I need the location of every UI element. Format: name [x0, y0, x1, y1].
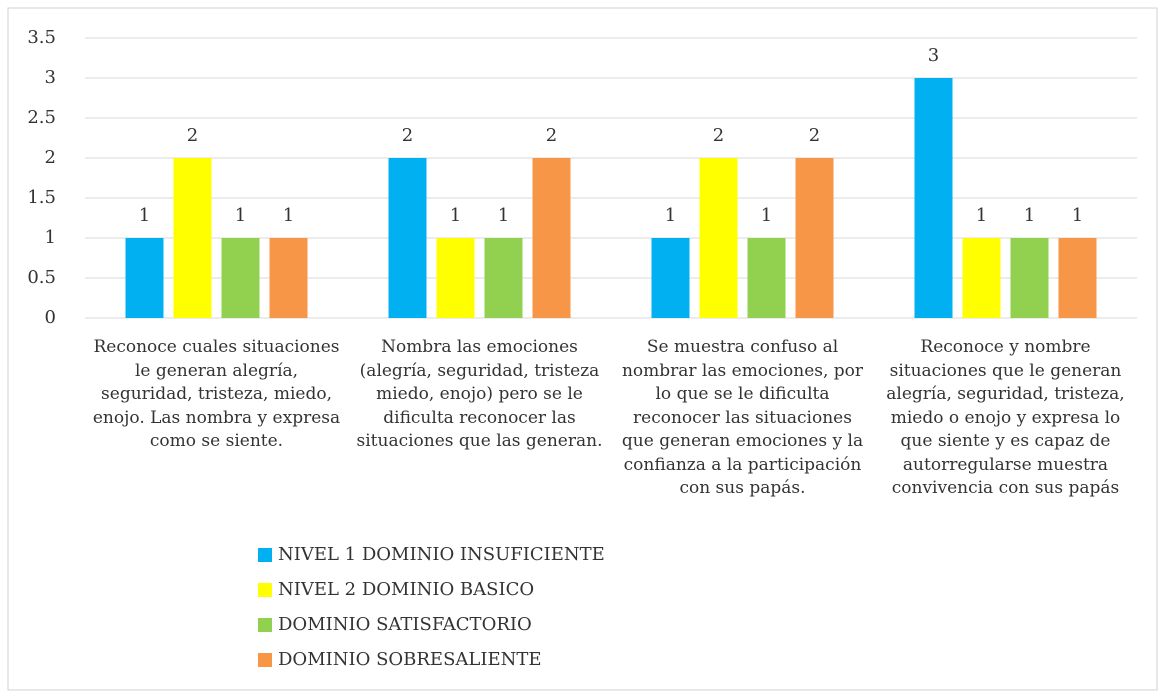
y-tick-label: 1.5 — [27, 187, 56, 208]
bar — [914, 78, 953, 318]
data-label: 2 — [809, 125, 820, 146]
x-tick-label: Nombra las emociones (alegría, seguridad… — [356, 337, 603, 451]
data-label: 2 — [546, 125, 557, 146]
bar — [269, 238, 308, 318]
bar — [795, 158, 834, 318]
bar — [221, 238, 260, 318]
legend-label: DOMINIO SATISFACTORIO — [278, 614, 532, 635]
bar — [436, 238, 475, 318]
data-label: 1 — [1072, 205, 1083, 226]
bar — [747, 238, 786, 318]
data-label: 1 — [450, 205, 461, 226]
y-tick-label: 2.5 — [27, 107, 56, 128]
x-tick-label: Reconoce cuales situaciones le generan a… — [92, 337, 341, 451]
bar — [125, 238, 164, 318]
chart-border — [7, 7, 1158, 691]
legend-label: DOMINIO SOBRESALIENTE — [278, 649, 542, 670]
data-label: 1 — [498, 205, 509, 226]
data-label: 1 — [283, 205, 294, 226]
legend-swatch — [258, 583, 272, 597]
legend-label: NIVEL 2 DOMINIO BASICO — [278, 579, 534, 600]
bar — [173, 158, 212, 318]
bar — [699, 158, 738, 318]
data-label: 2 — [402, 125, 413, 146]
data-label: 3 — [928, 45, 939, 66]
bar — [484, 238, 523, 318]
data-label: 1 — [665, 205, 676, 226]
y-tick-label: 3 — [45, 67, 56, 88]
x-tick-label: Se muestra confuso al nombrar las emocio… — [621, 337, 864, 498]
legend-label: NIVEL 1 DOMINIO INSUFICIENTE — [278, 544, 605, 565]
legend-swatch — [258, 548, 272, 562]
data-label: 1 — [235, 205, 246, 226]
bar — [532, 158, 571, 318]
bar — [651, 238, 690, 318]
bar — [1058, 238, 1097, 318]
bar — [1010, 238, 1049, 318]
y-tick-label: 0 — [45, 307, 56, 328]
data-label: 2 — [713, 125, 724, 146]
data-label: 1 — [761, 205, 772, 226]
data-label: 1 — [1024, 205, 1035, 226]
y-tick-label: 0.5 — [27, 267, 56, 288]
data-label: 1 — [976, 205, 987, 226]
y-tick-label: 1 — [45, 227, 56, 248]
legend-swatch — [258, 618, 272, 632]
data-label: 1 — [139, 205, 150, 226]
x-tick-label: Reconoce y nombre situaciones que le gen… — [886, 337, 1125, 498]
y-tick-label: 3.5 — [27, 27, 56, 48]
y-tick-label: 2 — [45, 147, 56, 168]
legend-swatch — [258, 653, 272, 667]
bar — [388, 158, 427, 318]
bar — [962, 238, 1001, 318]
data-label: 2 — [187, 125, 198, 146]
